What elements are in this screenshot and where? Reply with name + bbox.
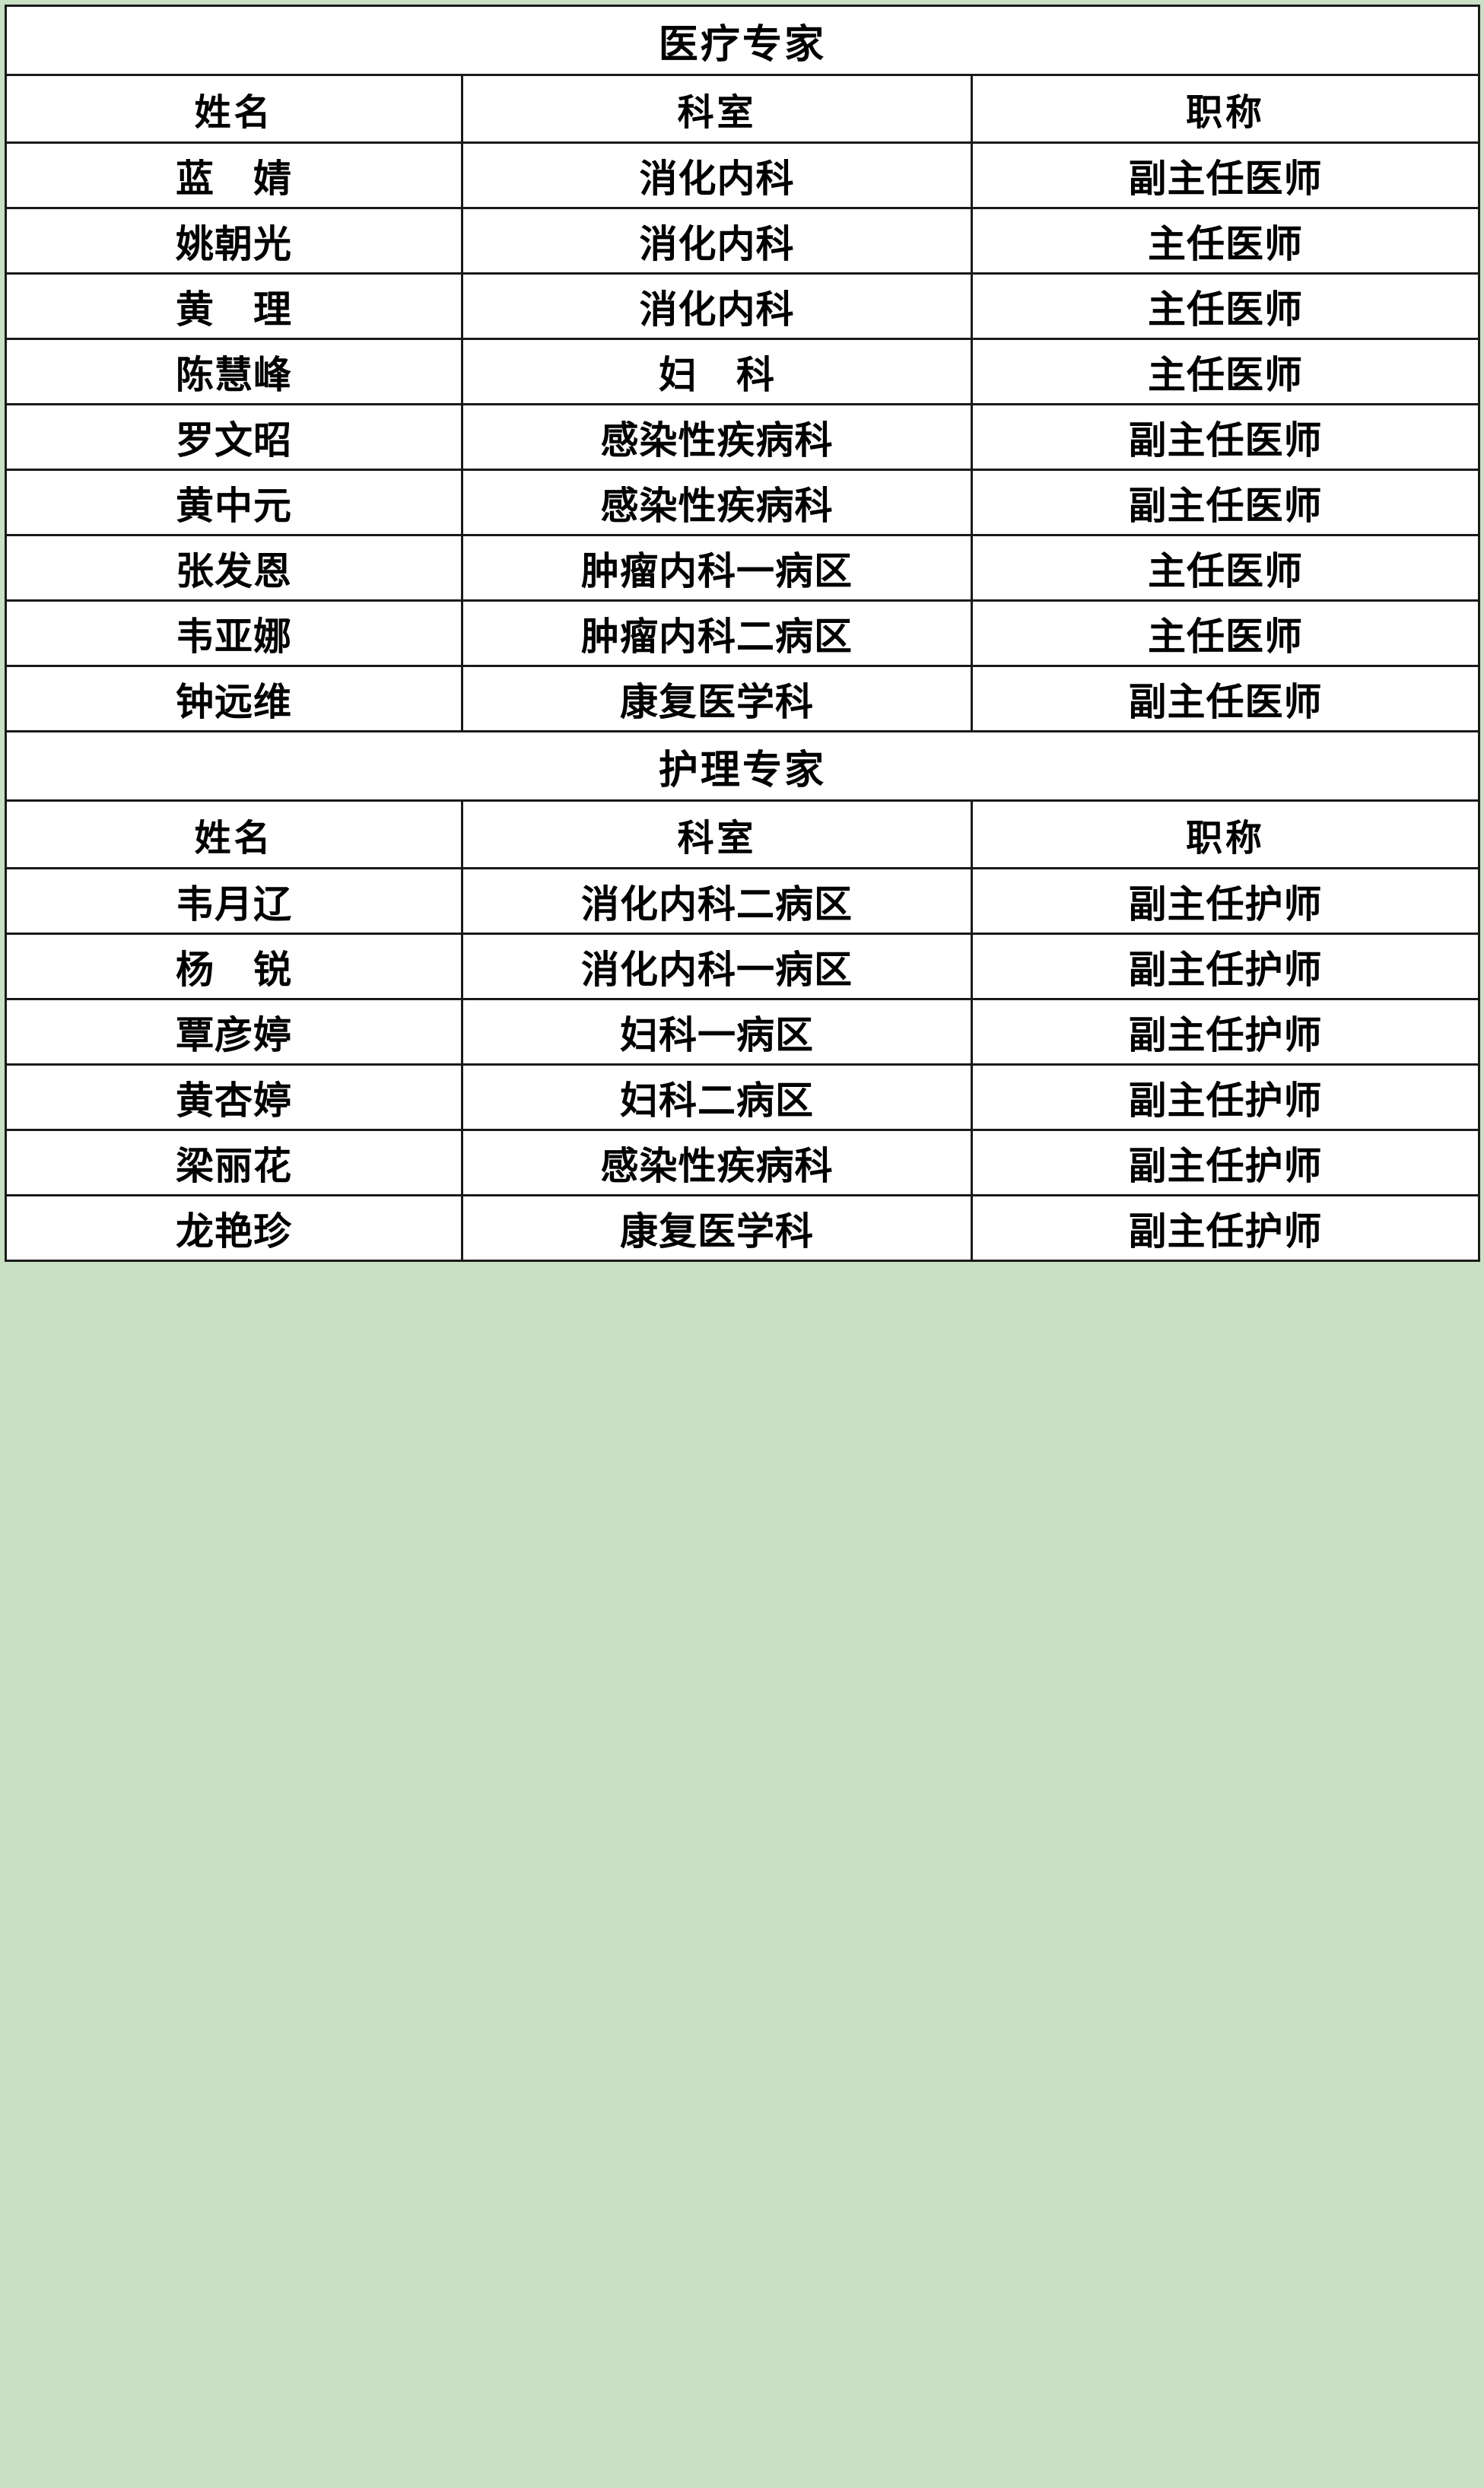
column-header-dept-nursing: 科室 <box>461 799 973 869</box>
table-row: 覃彦婷 妇科一病区 副主任护师 <box>5 998 1481 1066</box>
expert-roster-body: 医疗专家 姓名 科室 职称 蓝 婧 消化内科 副主任医师 姚朝光 消化内科 主任… <box>4 5 1481 1262</box>
table-row: 蓝 婧 消化内科 副主任医师 <box>5 141 1481 209</box>
table-row: 钟远维 康复医学科 副主任医师 <box>5 665 1481 732</box>
cell-name: 韦亚娜 <box>5 599 463 667</box>
cell-department: 感染性疾病科 <box>461 403 973 471</box>
cell-title: 副主任护师 <box>970 1063 1481 1131</box>
cell-department: 消化内科 <box>461 141 973 209</box>
cell-name: 张发恩 <box>5 534 463 602</box>
cell-department: 消化内科一病区 <box>461 933 973 1000</box>
table-row: 张发恩 肿瘤内科一病区 主任医师 <box>5 534 1481 602</box>
cell-name: 罗文昭 <box>5 403 463 471</box>
cell-name: 梁丽花 <box>5 1129 463 1196</box>
column-header-dept-medical: 科室 <box>461 74 973 144</box>
cell-name: 覃彦婷 <box>5 998 463 1066</box>
cell-title: 副主任护师 <box>970 1129 1481 1196</box>
table-row: 黄 理 消化内科 主任医师 <box>5 272 1481 340</box>
cell-department: 肿瘤内科一病区 <box>461 534 973 602</box>
column-header-name-nursing: 姓名 <box>5 799 463 869</box>
cell-title: 副主任护师 <box>970 867 1481 935</box>
cell-title: 副主任医师 <box>970 469 1481 536</box>
table-row: 陈慧峰 妇 科 主任医师 <box>5 338 1481 405</box>
table-row: 龙艳珍 康复医学科 副主任护师 <box>5 1194 1481 1262</box>
cell-title: 主任医师 <box>970 207 1481 275</box>
table-row: 梁丽花 感染性疾病科 副主任护师 <box>5 1129 1481 1196</box>
cell-name: 龙艳珍 <box>5 1194 463 1262</box>
cell-department: 康复医学科 <box>461 1194 973 1262</box>
cell-department: 妇科一病区 <box>461 998 973 1066</box>
column-header-name-medical: 姓名 <box>5 74 463 144</box>
section-title-row-medical: 医疗专家 <box>4 5 1481 76</box>
cell-name: 蓝 婧 <box>5 141 463 209</box>
cell-name: 黄中元 <box>5 469 463 536</box>
cell-name: 杨 锐 <box>5 933 463 1000</box>
cell-title: 副主任医师 <box>970 141 1481 209</box>
cell-name: 黄 理 <box>5 272 463 340</box>
column-header-row-medical: 姓名 科室 职称 <box>5 74 1481 144</box>
cell-name: 姚朝光 <box>5 207 463 275</box>
cell-title: 主任医师 <box>970 272 1481 340</box>
section-title-nursing: 护理专家 <box>4 730 1481 802</box>
cell-department: 妇 科 <box>461 338 973 405</box>
cell-department: 感染性疾病科 <box>461 1129 973 1196</box>
cell-title: 副主任护师 <box>970 933 1481 1000</box>
section-title-row-nursing: 护理专家 <box>4 730 1481 802</box>
cell-title: 主任医师 <box>970 338 1481 405</box>
column-header-title-medical: 职称 <box>970 74 1481 144</box>
table-row: 黄中元 感染性疾病科 副主任医师 <box>5 469 1481 536</box>
cell-title: 副主任医师 <box>970 403 1481 471</box>
cell-title: 主任医师 <box>970 534 1481 602</box>
column-header-title-nursing: 职称 <box>970 799 1481 869</box>
cell-name: 黄杏婷 <box>5 1063 463 1131</box>
table-row: 罗文昭 感染性疾病科 副主任医师 <box>5 403 1481 471</box>
cell-department: 消化内科 <box>461 272 973 340</box>
cell-department: 感染性疾病科 <box>461 469 973 536</box>
cell-name: 陈慧峰 <box>5 338 463 405</box>
column-header-row-nursing: 姓名 科室 职称 <box>5 799 1481 869</box>
table-row: 杨 锐 消化内科一病区 副主任护师 <box>5 933 1481 1000</box>
cell-department: 消化内科 <box>461 207 973 275</box>
table-row: 韦月辽 消化内科二病区 副主任护师 <box>5 867 1481 935</box>
expert-roster-table: 医疗专家 姓名 科室 职称 蓝 婧 消化内科 副主任医师 姚朝光 消化内科 主任… <box>4 5 1481 1262</box>
cell-name: 钟远维 <box>5 665 463 732</box>
cell-title: 副主任医师 <box>970 665 1481 732</box>
cell-department: 肿瘤内科二病区 <box>461 599 973 667</box>
cell-department: 康复医学科 <box>461 665 973 732</box>
cell-title: 副主任护师 <box>970 998 1481 1066</box>
section-title-medical: 医疗专家 <box>4 5 1481 76</box>
table-row: 韦亚娜 肿瘤内科二病区 主任医师 <box>5 599 1481 667</box>
cell-department: 消化内科二病区 <box>461 867 973 935</box>
cell-department: 妇科二病区 <box>461 1063 973 1131</box>
table-row: 黄杏婷 妇科二病区 副主任护师 <box>5 1063 1481 1131</box>
cell-title: 副主任护师 <box>970 1194 1481 1262</box>
cell-title: 主任医师 <box>970 599 1481 667</box>
table-row: 姚朝光 消化内科 主任医师 <box>5 207 1481 275</box>
cell-name: 韦月辽 <box>5 867 463 935</box>
